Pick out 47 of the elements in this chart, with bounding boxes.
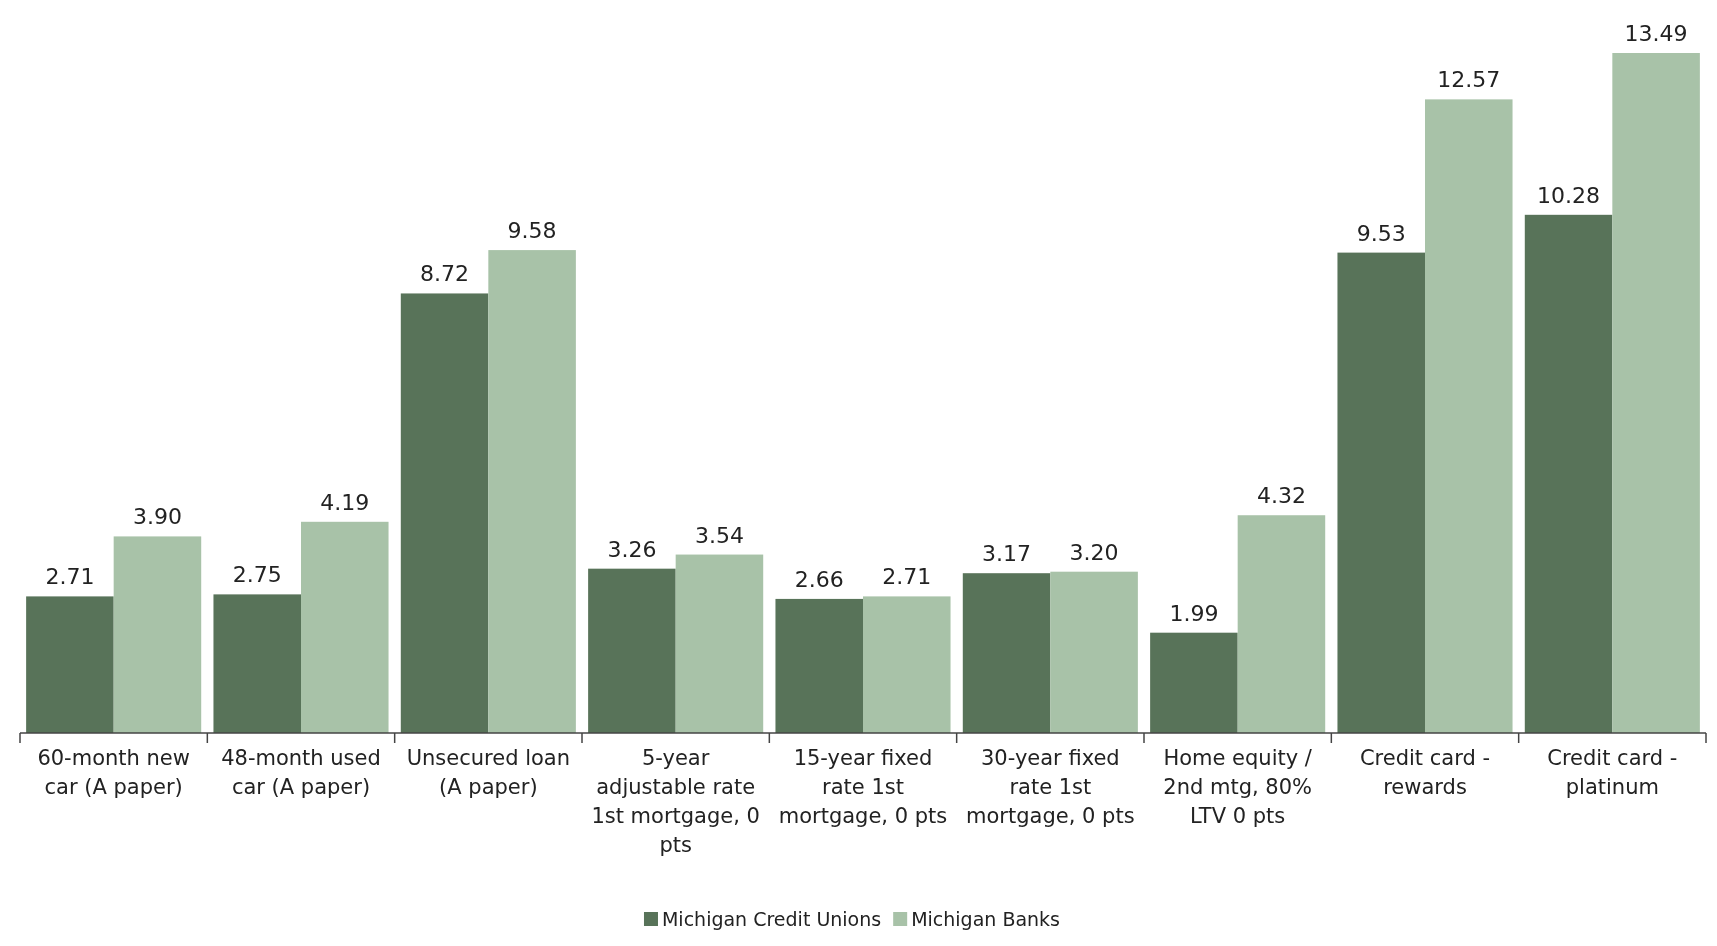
x-tick-label: Unsecured loan (A paper) [406, 746, 571, 799]
bar [26, 596, 114, 733]
bar [1237, 515, 1326, 733]
data-label: 8.72 [420, 261, 470, 287]
data-label: 4.32 [1256, 483, 1306, 509]
x-tick-label: 5-year adjustable rate 1st mortgage, 0 pts [591, 746, 760, 857]
bar [113, 536, 202, 733]
data-label: 2.71 [45, 564, 95, 590]
bar [301, 521, 389, 733]
data-label: 3.17 [982, 541, 1032, 567]
bar [675, 554, 764, 733]
bar [588, 568, 676, 733]
x-tick-label: 30-year fixed rate 1st mortgage, 0 pts [966, 746, 1135, 828]
bar [400, 293, 489, 733]
bar [1612, 53, 1700, 733]
data-label: 12.57 [1437, 67, 1501, 93]
data-label: 9.53 [1356, 220, 1406, 246]
data-label: 2.71 [882, 564, 932, 590]
legend-label: Michigan Credit Unions [661, 908, 882, 930]
bar [775, 598, 863, 733]
bar [962, 573, 1051, 733]
x-tick-label: Credit card - rewards [1359, 746, 1491, 799]
data-label: 3.90 [132, 504, 182, 530]
data-label: 3.26 [607, 536, 657, 562]
x-tick-label: Home equity / 2nd mtg, 80% LTV 0 pts [1163, 746, 1313, 828]
data-label: 10.28 [1537, 182, 1601, 208]
bar [213, 594, 301, 733]
bar [863, 596, 951, 733]
data-label: 3.54 [694, 522, 744, 548]
x-tick-label: Credit card - platinum [1547, 746, 1678, 799]
x-tick-label: 60-month new car (A paper) [37, 746, 190, 799]
x-tick-label: 48-month used car (A paper) [221, 746, 381, 799]
data-label: 13.49 [1624, 21, 1688, 46]
bar [1050, 571, 1138, 733]
bar [488, 250, 576, 733]
bar [1337, 252, 1425, 733]
legend-label: Michigan Banks [911, 908, 1061, 930]
data-label: 3.20 [1069, 539, 1119, 565]
data-label: 2.66 [794, 566, 844, 592]
data-label: 1.99 [1169, 600, 1219, 626]
bar [1150, 632, 1238, 733]
data-label: 9.58 [507, 218, 557, 244]
x-tick-label: 15-year fixed rate 1st mortgage, 0 pts [778, 746, 948, 828]
data-label: 4.19 [320, 489, 370, 515]
data-label: 2.75 [232, 562, 282, 588]
bar [1524, 214, 1613, 733]
bar [1425, 99, 1513, 733]
